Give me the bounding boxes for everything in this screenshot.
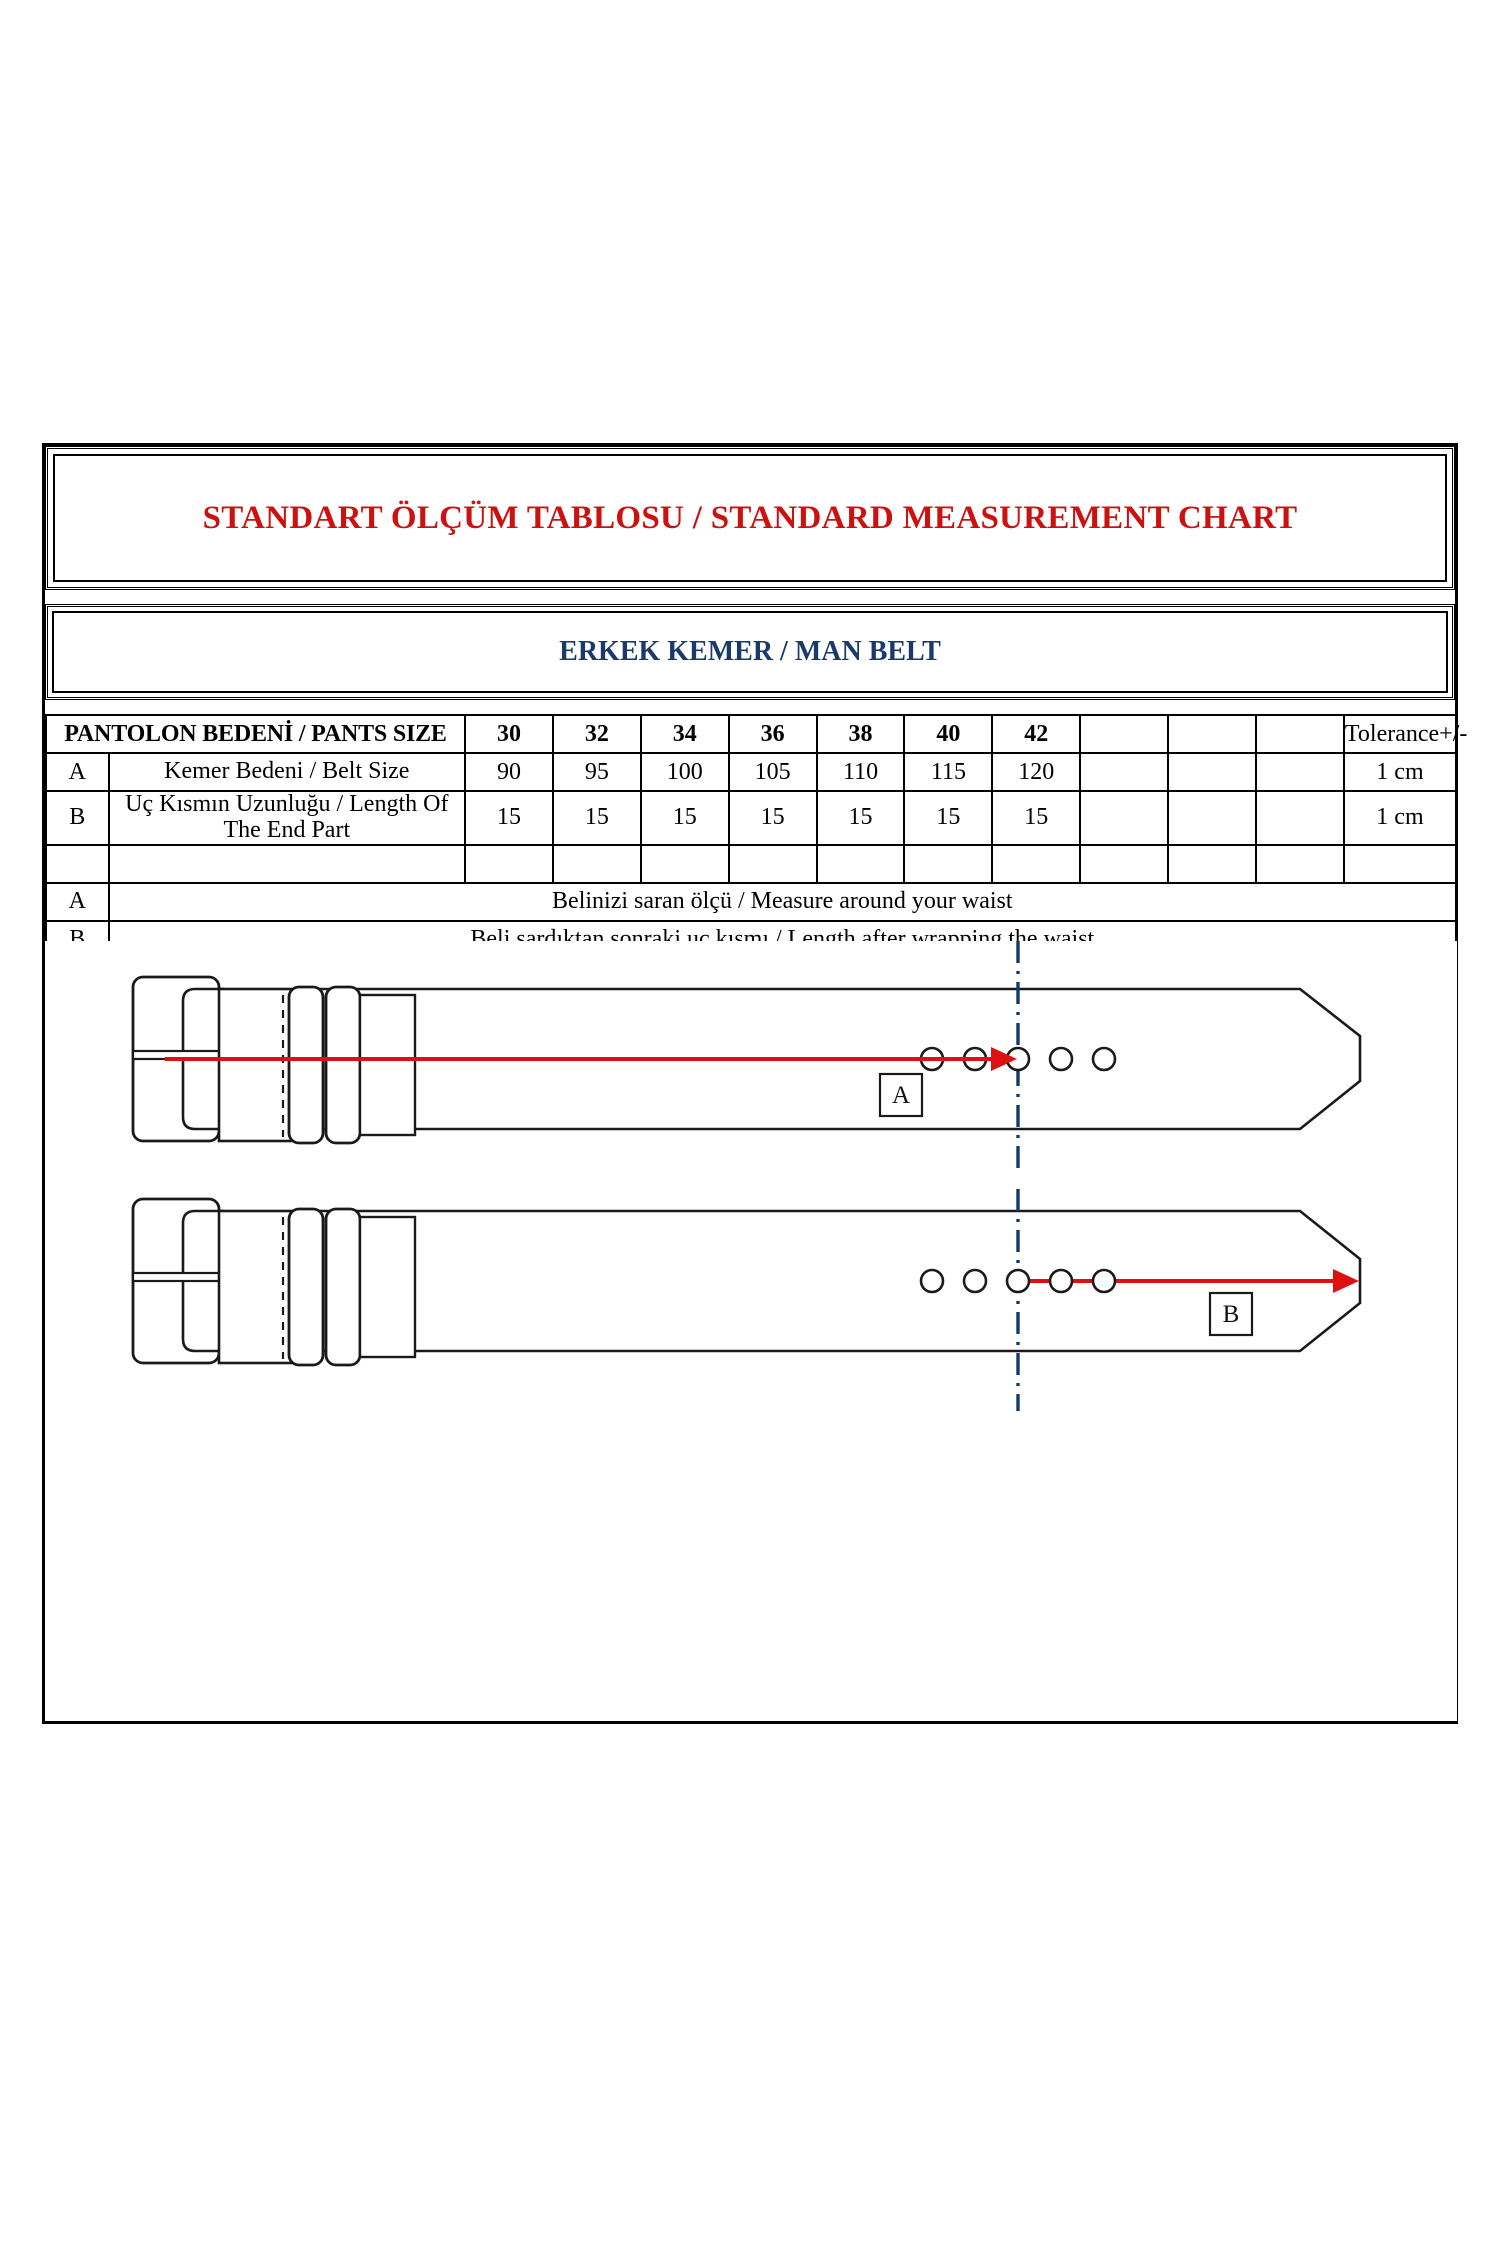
row-a-empty-1 (1167, 752, 1258, 792)
size-col-empty-0 (1079, 714, 1170, 754)
subtitle-inner-border: ERKEK KEMER / MAN BELT (52, 611, 1448, 693)
row-a-empty-2 (1255, 752, 1345, 792)
row-b-empty-2 (1255, 790, 1345, 846)
blank-cell (1255, 843, 1345, 884)
blank-cell (727, 843, 818, 884)
blank-cell (45, 843, 110, 884)
row-b-tolerance: 1 cm (1342, 790, 1458, 846)
note-a-key: A (45, 881, 110, 922)
row-b-val-1: 15 (551, 790, 642, 846)
blank-cell (107, 843, 467, 884)
row-b-label-line1: Uç Kısmın Uzunluğu / Length Of (125, 791, 449, 817)
row-b-val-4: 15 (815, 790, 906, 846)
table-row: A Kemer Bedeni / Belt Size 90 95 100 105… (45, 752, 1458, 792)
measurement-table: PANTOLON BEDENİ / PANTS SIZE 30 32 34 36… (44, 714, 1467, 960)
row-a-val-2: 100 (639, 752, 730, 792)
row-b-key: B (45, 790, 110, 846)
size-col-empty-2 (1255, 714, 1345, 754)
belt-b-keeper-loop-1 (287, 1207, 325, 1367)
belt-b-arrowhead-icon (1333, 1269, 1359, 1293)
row-a-val-6: 120 (991, 752, 1082, 792)
row-b-label-line2: The End Part (223, 816, 351, 843)
blank-cell (551, 843, 642, 884)
belt-b-label-box (1208, 1291, 1254, 1337)
row-b-val-0: 15 (464, 790, 554, 846)
product-category-title: ERKEK KEMER / MAN BELT (559, 636, 941, 667)
belt-b-hole (1048, 1268, 1074, 1294)
size-col-1: 32 (551, 714, 642, 754)
belt-diagram-area: A (45, 941, 1457, 1721)
belt-a-label-box (878, 1072, 924, 1118)
belt-b-hole (1091, 1268, 1117, 1294)
belt-a-label-text: A (892, 1082, 910, 1109)
blank-cell (1167, 843, 1258, 884)
row-a-empty-0 (1079, 752, 1170, 792)
table-row: B Uç Kısmın Uzunluğu / Length Of The End… (45, 790, 1458, 846)
row-b-empty-1 (1167, 790, 1258, 846)
blank-cell (991, 843, 1082, 884)
belt-b-hole (919, 1268, 945, 1294)
blank-cell (1342, 843, 1458, 884)
pants-size-header: PANTOLON BEDENİ / PANTS SIZE (44, 714, 467, 754)
size-col-6: 42 (991, 714, 1082, 754)
table-blank-row (45, 843, 1458, 884)
row-b-label: Uç Kısmın Uzunluğu / Length Of The End P… (107, 790, 467, 846)
belt-b-hole (1005, 1268, 1031, 1294)
belt-b-label-text: B (1223, 1301, 1240, 1328)
size-col-3: 36 (727, 714, 818, 754)
size-col-5: 40 (903, 714, 994, 754)
blank-cell (815, 843, 906, 884)
row-a-val-4: 110 (815, 752, 906, 792)
table-header-row: PANTOLON BEDENİ / PANTS SIZE 30 32 34 36… (44, 714, 1467, 754)
belt-diagram-b: B (131, 1189, 1362, 1411)
row-a-val-1: 95 (551, 752, 642, 792)
row-a-val-3: 105 (727, 752, 818, 792)
row-b-val-3: 15 (727, 790, 818, 846)
row-b-val-2: 15 (639, 790, 730, 846)
measurement-chart-page: STANDART ÖLÇÜM TABLOSU / STANDARD MEASUR… (42, 443, 1467, 1724)
blank-cell (1079, 843, 1170, 884)
page-title: STANDART ÖLÇÜM TABLOSU / STANDARD MEASUR… (202, 499, 1298, 536)
row-b-val-5: 15 (903, 790, 994, 846)
row-b-val-6: 15 (991, 790, 1082, 846)
title-box: STANDART ÖLÇÜM TABLOSU / STANDARD MEASUR… (45, 446, 1455, 590)
blank-cell (639, 843, 730, 884)
row-b-empty-0 (1079, 790, 1170, 846)
belt-b-keeper-loop-2 (324, 1207, 362, 1367)
belt-a-arrowhead-icon (991, 1047, 1017, 1071)
belt-a-keeper-loop-1 (287, 985, 325, 1145)
subtitle-box: ERKEK KEMER / MAN BELT (45, 604, 1455, 700)
row-a-label: Kemer Bedeni / Belt Size (107, 752, 467, 792)
belt-b-hole (962, 1268, 988, 1294)
belt-a-keeper-loop-2 (324, 985, 362, 1145)
size-col-4: 38 (815, 714, 906, 754)
belt-b-strap-segment (358, 1215, 417, 1359)
title-inner-border: STANDART ÖLÇÜM TABLOSU / STANDARD MEASUR… (53, 454, 1447, 582)
note-row-a: A Belinizi saran ölçü / Measure around y… (45, 881, 1458, 922)
belt-a-hole (1091, 1046, 1117, 1072)
row-a-key: A (45, 752, 110, 792)
tolerance-header: Tolerance+/- (1342, 714, 1467, 754)
size-col-2: 34 (639, 714, 730, 754)
row-a-tolerance: 1 cm (1342, 752, 1458, 792)
blank-cell (464, 843, 554, 884)
belt-a-hole (1048, 1046, 1074, 1072)
belt-a-strap-segment (358, 993, 417, 1137)
size-col-empty-1 (1167, 714, 1258, 754)
row-a-val-0: 90 (464, 752, 554, 792)
blank-cell (903, 843, 994, 884)
belt-diagram-a: A (131, 941, 1362, 1176)
size-col-0: 30 (464, 714, 554, 754)
note-a-text: Belinizi saran ölçü / Measure around you… (107, 881, 1458, 922)
row-a-val-5: 115 (903, 752, 994, 792)
